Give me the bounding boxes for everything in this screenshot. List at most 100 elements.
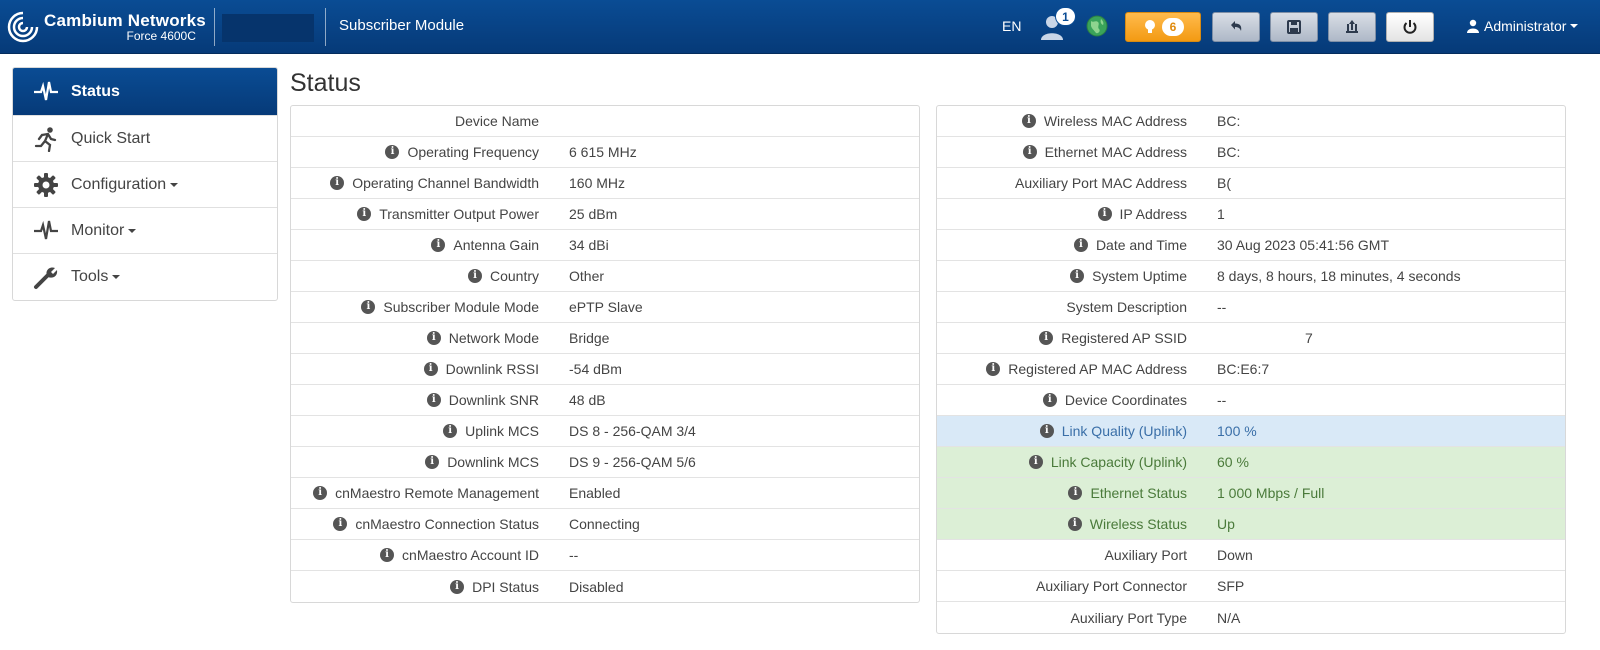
row-value: 100 % (1217, 423, 1257, 439)
sidebar-item-tools[interactable]: Tools (13, 254, 277, 300)
row-label: IP Address (1119, 206, 1187, 222)
row-label-cell: i Link Capacity (Uplink) (937, 454, 1201, 470)
admin-menu[interactable]: Administrator (1466, 18, 1579, 34)
info-icon[interactable]: i (1073, 238, 1088, 252)
info-icon[interactable]: i (1028, 455, 1043, 469)
row-label-cell: i Device Coordinates (937, 392, 1201, 408)
row-value: 25 dBm (569, 206, 618, 222)
row-label-cell: i Wireless MAC Address (937, 113, 1201, 129)
table-row-network-mode: i Network Mode Bridge (291, 323, 919, 354)
user-icon (1467, 19, 1479, 33)
row-label: cnMaestro Remote Management (335, 485, 539, 501)
row-value: Other (569, 268, 605, 284)
reboot-upload-button[interactable] (1328, 12, 1376, 42)
info-icon[interactable]: i (986, 362, 1001, 376)
row-value: Down (1217, 547, 1253, 563)
table-row-uplink-mcs: i Uplink MCS DS 8 - 256-QAM 3/4 (291, 416, 919, 447)
info-icon[interactable]: i (1070, 269, 1085, 283)
info-icon[interactable]: i (423, 362, 438, 376)
undo-icon (1231, 21, 1242, 31)
info-icon[interactable]: i (467, 269, 482, 283)
language-selector[interactable]: EN (1002, 18, 1022, 34)
row-label-cell: i IP Address (937, 206, 1201, 222)
sidebar-item-monitor[interactable]: Monitor (13, 208, 277, 254)
info-icon[interactable]: i (1068, 486, 1083, 500)
sidebar-item-quick-start[interactable]: Quick Start (13, 116, 277, 162)
cambium-logo[interactable]: Cambium Networks Force 4600C (6, 7, 206, 47)
undo-button[interactable] (1212, 12, 1260, 42)
row-label-cell: i cnMaestro Account ID (291, 547, 553, 563)
brand-name: Cambium Networks (44, 10, 206, 30)
sidebar-item-label: Tools (71, 268, 109, 285)
info-icon[interactable]: i (1039, 424, 1054, 438)
row-label-cell: i Operating Frequency (291, 144, 553, 160)
table-row-registered-ap-ssid: i Registered AP SSID 7 (937, 323, 1565, 354)
row-label: Auxiliary Port MAC Address (1015, 175, 1187, 191)
sidebar-item-label: Monitor (71, 221, 125, 239)
row-label-cell: i Link Quality (Uplink) (937, 423, 1201, 439)
row-label: Ethernet Status (1090, 485, 1187, 501)
info-icon[interactable]: i (425, 455, 440, 469)
info-icon[interactable]: i (450, 579, 465, 594)
row-label-cell: i Date and Time (937, 237, 1201, 253)
info-icon[interactable]: i (357, 207, 372, 221)
lightbulb-icon (1145, 20, 1155, 33)
row-label: Auxiliary Port Type (1070, 609, 1187, 626)
row-label-cell: i Ethernet Status (937, 485, 1201, 501)
pulse-icon (34, 220, 58, 239)
table-row-country: i Country Other (291, 261, 919, 292)
row-label-cell: i Registered AP SSID (937, 330, 1201, 346)
info-icon[interactable]: i (443, 424, 458, 438)
info-icon[interactable]: i (380, 548, 395, 562)
table-row-date-and-time: i Date and Time 30 Aug 2023 05:41:56 GMT (937, 230, 1565, 261)
row-label: Link Capacity (Uplink) (1050, 454, 1187, 470)
row-label-cell: i cnMaestro Connection Status (291, 516, 553, 532)
app-name: Subscriber Module (339, 17, 465, 34)
table-row-subscriber-module-mode: i Subscriber Module Mode ePTP Slave (291, 292, 919, 323)
info-icon[interactable]: i (1022, 145, 1037, 159)
row-label: Wireless Status (1089, 516, 1187, 532)
info-icon[interactable]: i (333, 517, 348, 531)
row-value: 8 days, 8 hours, 18 minutes, 4 seconds (1217, 268, 1461, 284)
row-value: 34 dBi (569, 237, 609, 253)
row-value: DS 9 - 256-QAM 5/6 (569, 454, 696, 470)
row-label-cell: Device Name (291, 113, 553, 129)
table-row-registered-ap-mac-address: i Registered AP MAC Address BC:E6:7 (937, 354, 1565, 385)
chevron-down-icon (112, 275, 121, 279)
info-icon[interactable]: i (385, 145, 400, 159)
table-row-auxiliary-port: Auxiliary Port Down (937, 540, 1565, 571)
chevron-down-icon (128, 228, 137, 233)
globe-icon[interactable] (1086, 15, 1108, 37)
info-icon[interactable]: i (1042, 393, 1057, 407)
device-model: Force 4600C (126, 28, 196, 43)
pulse-icon (34, 81, 58, 100)
table-row-ip-address: i IP Address 1 (937, 199, 1565, 230)
row-label-cell: Auxiliary Port Type (937, 610, 1201, 626)
row-label: Operating Frequency (407, 144, 539, 160)
row-label-cell: i Antenna Gain (291, 237, 553, 253)
info-icon[interactable]: i (426, 393, 441, 407)
info-icon[interactable]: i (1097, 207, 1112, 221)
gear-icon (34, 172, 58, 197)
row-value: -54 dBm (569, 361, 622, 377)
row-value: Up (1217, 516, 1235, 532)
info-icon[interactable]: i (1039, 331, 1054, 345)
info-icon[interactable]: i (426, 331, 441, 345)
sidebar-item-status[interactable]: Status (13, 68, 277, 116)
power-button[interactable] (1386, 12, 1434, 42)
row-value: BC: (1217, 113, 1241, 129)
alerts-button[interactable]: 6 (1125, 12, 1201, 42)
row-label: Transmitter Output Power (379, 206, 539, 222)
row-label-cell: i Downlink RSSI (291, 361, 553, 377)
row-label: Antenna Gain (453, 237, 539, 253)
sidebar-item-label: Status (71, 82, 120, 100)
info-icon[interactable]: i (330, 176, 345, 190)
device-name-box (222, 14, 314, 42)
info-icon[interactable]: i (1067, 517, 1082, 531)
info-icon[interactable]: i (313, 486, 328, 500)
info-icon[interactable]: i (431, 238, 446, 252)
info-icon[interactable]: i (361, 300, 376, 314)
info-icon[interactable]: i (1021, 114, 1036, 128)
save-button[interactable] (1270, 12, 1318, 42)
sidebar-item-configuration[interactable]: Configuration (13, 162, 277, 208)
